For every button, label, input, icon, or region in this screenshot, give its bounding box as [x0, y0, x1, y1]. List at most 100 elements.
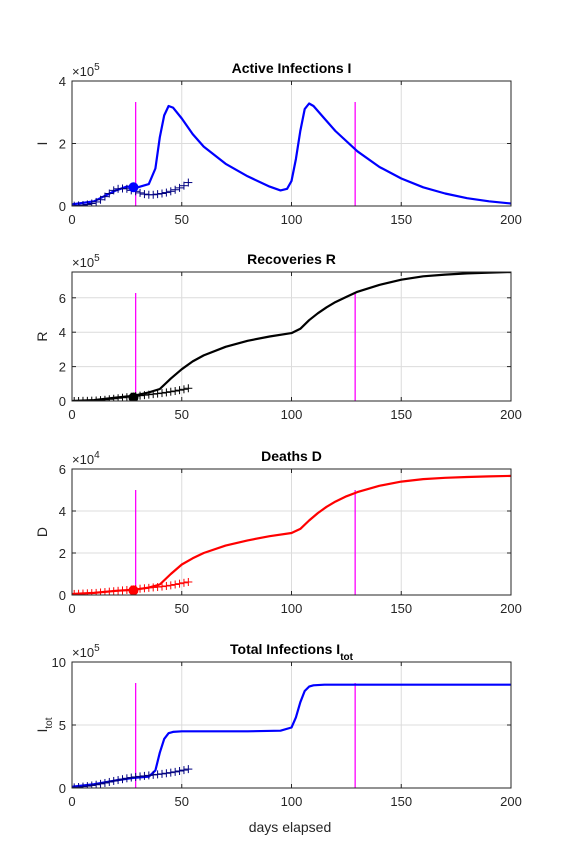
x-tick-label: 150 — [390, 212, 412, 227]
observed-point — [162, 188, 171, 197]
observed-point — [157, 582, 166, 591]
y-tick-label: 4 — [59, 74, 66, 89]
multiplier-exponent: 5 — [94, 253, 100, 264]
observed-point — [105, 189, 114, 198]
observed-point — [74, 397, 83, 401]
observed-point — [179, 181, 188, 190]
y-axis-multiplier: ×105 — [72, 643, 100, 660]
observed-point — [153, 190, 162, 199]
y-tick-label: 0 — [59, 588, 66, 603]
x-tick-label: 100 — [281, 212, 303, 227]
observed-point — [118, 775, 127, 784]
observed-point — [105, 777, 114, 786]
observed-point — [92, 197, 101, 206]
subplot-title-main: Active Infections I — [232, 60, 352, 76]
observed-point — [83, 200, 92, 206]
observed-point — [140, 771, 149, 780]
subplot-title: Active Infections I — [232, 60, 352, 76]
observed-point — [92, 780, 101, 788]
x-tick-label: 200 — [500, 212, 522, 227]
observed-point — [162, 581, 171, 590]
model-series-line — [72, 683, 511, 788]
observed-point — [136, 772, 145, 781]
model-series-line — [72, 474, 511, 595]
y-axis-multiplier: ×105 — [72, 253, 100, 270]
y-tick-label: 2 — [59, 137, 66, 152]
observed-point — [118, 393, 127, 401]
multiplier-base: ×10 — [72, 645, 94, 660]
multiplier-base: ×10 — [72, 452, 94, 467]
observed-point — [184, 765, 193, 774]
observed-point — [87, 781, 96, 788]
observed-point — [109, 394, 118, 401]
axes-box — [71, 661, 512, 789]
y-axis-label-main: R — [34, 331, 50, 341]
observed-point — [109, 776, 118, 785]
observed-point — [166, 581, 175, 590]
subplot-title-main: Total Infections I — [230, 641, 340, 657]
x-tick-label: 100 — [281, 601, 303, 616]
y-axis-label: R — [34, 331, 50, 341]
current-point-marker — [128, 585, 139, 595]
axes-box — [71, 468, 512, 596]
x-tick-label: 100 — [281, 407, 303, 422]
observed-point — [72, 397, 79, 401]
x-tick-label: 50 — [175, 601, 189, 616]
x-axis-label: days elapsed — [249, 819, 332, 835]
y-tick-label: 0 — [59, 394, 66, 409]
y-tick-label: 0 — [59, 199, 66, 214]
observed-point — [184, 577, 193, 586]
axes-box — [71, 80, 512, 207]
observed-point — [157, 769, 166, 778]
x-tick-label: 150 — [390, 794, 412, 809]
y-tick-label: 6 — [59, 462, 66, 477]
observed-point — [109, 186, 118, 195]
y-axis-label-main: I — [34, 142, 50, 146]
observed-point — [184, 384, 193, 393]
observed-point — [105, 395, 114, 401]
y-axis-label-main: I — [34, 729, 50, 733]
observed-point — [131, 772, 140, 781]
multiplier-base: ×10 — [72, 255, 94, 270]
x-tick-label: 200 — [500, 601, 522, 616]
observed-point — [175, 183, 184, 192]
observed-point — [153, 389, 162, 398]
observed-point — [100, 778, 109, 787]
y-axis-label-subscript: tot — [44, 717, 55, 728]
multiplier-exponent: 5 — [94, 62, 100, 73]
observed-point — [100, 192, 109, 201]
x-tick-label: 50 — [175, 212, 189, 227]
observed-point — [171, 185, 180, 194]
subplot-2: 0 50 100 150 200 0 2 4 6 ×105 Recoveries R R — [34, 251, 522, 422]
observed-point — [140, 190, 149, 199]
axes-box — [71, 271, 512, 402]
observed-point — [153, 770, 162, 779]
observed-point — [149, 770, 158, 779]
x-tick-label: 150 — [390, 407, 412, 422]
y-tick-label: 0 — [59, 781, 66, 796]
y-tick-label: 2 — [59, 546, 66, 561]
x-tick-label: 200 — [500, 794, 522, 809]
subplot-title-main: Deaths D — [261, 448, 322, 464]
plot-content — [72, 474, 511, 595]
y-tick-label: 2 — [59, 360, 66, 375]
x-tick-label: 150 — [390, 601, 412, 616]
subplot-1: 0 50 100 150 200 0 2 4 ×105 Active Infections I I — [34, 60, 522, 227]
observed-point — [122, 774, 131, 783]
observed-point — [175, 579, 184, 588]
observed-point — [171, 580, 180, 589]
observed-point — [149, 190, 158, 199]
observed-point — [96, 779, 105, 788]
subplot-title: Total Infections Itot — [230, 641, 354, 663]
x-tick-label: 0 — [68, 794, 75, 809]
observed-point — [162, 769, 171, 778]
y-tick-label: 5 — [59, 718, 66, 733]
observed-point — [166, 768, 175, 777]
observed-point — [157, 389, 166, 398]
observed-point — [157, 189, 166, 198]
subplot-title-subscript: tot — [340, 652, 353, 663]
observed-point — [149, 390, 158, 399]
observed-point — [171, 387, 180, 396]
